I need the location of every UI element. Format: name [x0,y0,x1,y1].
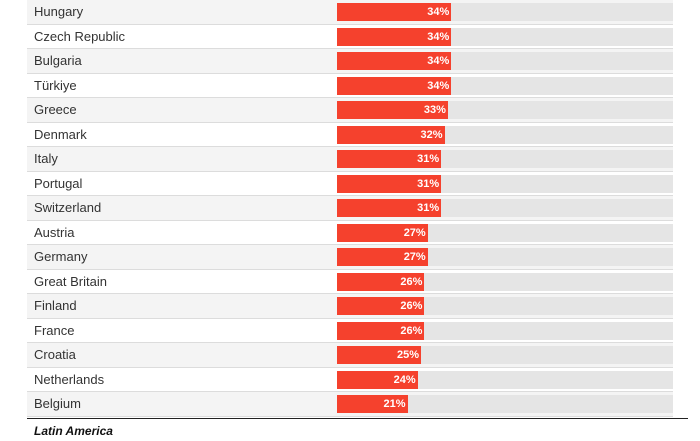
category-label: Germany [34,249,88,264]
chart-row: Bulgaria 34% [27,49,673,74]
bar-track: 33% [337,101,673,119]
value-label: 26% [400,300,423,312]
chart-row: Türkiye 34% [27,73,673,98]
chart-row: Finland 26% [27,294,673,319]
bar-track: 32% [337,125,673,144]
bar-track: 27% [337,223,673,242]
value-label: 31% [417,153,440,165]
value-label: 27% [403,251,426,263]
value-label: 24% [393,373,416,386]
bar: 34% [337,27,452,46]
value-label: 26% [400,275,423,288]
bar-track: 34% [337,27,673,46]
chart-row: Hungary 34% [27,0,673,25]
bar: 31% [337,199,442,217]
bar-track: 31% [337,150,673,168]
bar: 25% [337,346,421,364]
bar: 33% [337,101,448,119]
chart-row: Croatia 25% [27,343,673,368]
value-label: 31% [417,177,440,190]
bar-track: 26% [337,297,673,315]
category-label: Italy [34,151,58,166]
bar: 27% [337,248,428,266]
bar: 34% [337,3,452,21]
bar: 26% [337,321,425,340]
bar: 27% [337,223,428,242]
category-label: France [34,322,75,338]
category-label: Netherlands [34,371,105,387]
chart-row: Great Britain 26% [27,269,673,294]
chart-row: France 26% [27,318,673,343]
category-label: Great Britain [34,273,107,289]
section-heading: Latin America [34,424,113,438]
category-label: Greece [34,102,77,117]
chart-row: Portugal 31% [27,171,673,196]
value-label: 31% [417,202,440,214]
chart-row: Netherlands 24% [27,367,673,392]
bar-track: 34% [337,3,673,21]
bar: 32% [337,125,445,144]
bar-track: 31% [337,174,673,193]
bar: 26% [337,297,425,315]
category-label: Bulgaria [34,53,82,68]
value-label: 34% [427,79,450,92]
value-label: 32% [420,128,443,141]
bar-track: 34% [337,76,673,95]
bar: 24% [337,370,418,389]
chart-row: Belgium 21% [27,392,673,417]
value-label: 27% [403,226,426,239]
value-label: 33% [423,104,446,116]
bar: 26% [337,272,425,291]
category-label: Portugal [34,175,83,191]
bar: 31% [337,150,442,168]
value-label: 34% [427,6,450,18]
bar-track: 27% [337,248,673,266]
category-label: Austria [34,224,75,240]
bar: 21% [337,395,408,413]
category-label: Denmark [34,126,87,142]
bar-track: 26% [337,272,673,291]
chart-row: Czech Republic 34% [27,24,673,49]
value-label: 26% [400,324,423,337]
category-label: Switzerland [34,200,102,215]
bar-track: 34% [337,52,673,70]
value-label: 25% [396,349,419,361]
bar-chart-rows: Hungary 34% Czech Republic 34% Bulgaria 34% Tü… [27,0,673,417]
category-label: Czech Republic [34,28,126,44]
category-label: Türkiye [34,77,77,93]
bar-track: 25% [337,346,673,364]
bar-track: 26% [337,321,673,340]
bar-track: 21% [337,395,673,413]
bar: 31% [337,174,442,193]
value-label: 21% [383,398,406,410]
bar: 34% [337,76,452,95]
chart-row: Italy 31% [27,147,673,172]
bar-track: 24% [337,370,673,389]
value-label: 34% [427,30,450,43]
bar-track: 31% [337,199,673,217]
chart-row: Switzerland 31% [27,196,673,221]
section-divider [27,418,688,419]
category-label: Finland [34,298,77,313]
value-label: 34% [427,55,450,67]
category-label: Belgium [34,396,81,411]
chart-row: Germany 27% [27,245,673,270]
chart-row: Austria 27% [27,220,673,245]
chart-row: Denmark 32% [27,122,673,147]
bar: 34% [337,52,452,70]
chart-row: Greece 33% [27,98,673,123]
category-label: Hungary [34,4,84,19]
category-label: Croatia [34,347,76,362]
